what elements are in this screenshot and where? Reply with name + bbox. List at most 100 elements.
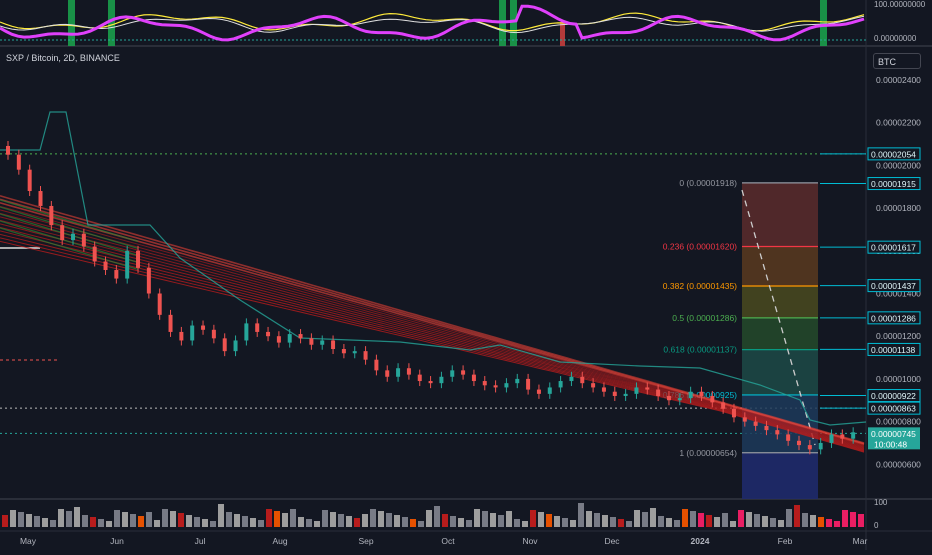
- candle: [721, 402, 726, 409]
- last-price-tag: [868, 427, 920, 450]
- volume-bar: [482, 511, 488, 527]
- candle: [526, 378, 531, 390]
- candle: [114, 270, 119, 279]
- price-tag: [867, 240, 921, 254]
- volume-bar: [802, 513, 808, 527]
- volume-bar: [354, 518, 360, 527]
- x-tick-label: Jun: [110, 536, 124, 546]
- osc-line-magenta: [0, 4, 865, 42]
- candle: [157, 293, 162, 315]
- fib-zone: [742, 182, 818, 247]
- candle: [298, 334, 303, 339]
- candle: [374, 359, 379, 371]
- osc-signal-zone: [68, 0, 75, 46]
- volume-bar: [778, 520, 784, 527]
- price-tag-label: 0.00001617: [871, 243, 916, 253]
- ema-ribbon-line: [0, 209, 865, 447]
- volume-bar: [34, 516, 40, 527]
- volume-bar: [826, 519, 832, 527]
- candle: [656, 389, 661, 396]
- candle: [580, 376, 585, 384]
- volume-bar: [66, 511, 72, 527]
- candle: [786, 434, 791, 441]
- volume-bar: [666, 518, 672, 527]
- price-tag-label: 0.00001138: [871, 345, 916, 355]
- candle: [688, 391, 693, 399]
- candle: [818, 442, 823, 450]
- fib-label: 0.382 (0.00001435): [663, 281, 737, 291]
- volume-axis-bottom: 0: [874, 521, 879, 530]
- candle: [742, 417, 747, 422]
- volume-bar: [818, 517, 824, 527]
- volume-bar: [10, 510, 16, 527]
- volume-bar: [634, 510, 640, 527]
- volume-bar: [434, 506, 440, 527]
- candle: [851, 432, 856, 439]
- volume-bar: [74, 507, 80, 527]
- volume-bar: [474, 509, 480, 527]
- currency-selector[interactable]: BTC: [873, 53, 921, 69]
- fib-zone: [742, 246, 818, 287]
- candle: [504, 383, 509, 388]
- price-tag: [867, 279, 921, 293]
- candle: [352, 351, 357, 354]
- volume-bar: [810, 515, 816, 527]
- fib-trend-line: [741, 189, 816, 446]
- volume-bar: [618, 519, 624, 527]
- y-tick-label: 0.00001000: [876, 374, 921, 384]
- ema-ribbon-green: [0, 206, 139, 250]
- volume-bar: [762, 516, 768, 527]
- candle: [60, 225, 65, 241]
- fib-label: 0.5 (0.00001286): [672, 313, 737, 323]
- volume-bar: [194, 517, 200, 527]
- osc-signal-zone: [108, 0, 115, 46]
- candle: [125, 250, 130, 279]
- volume-bar: [50, 520, 56, 527]
- volume-bar: [642, 512, 648, 527]
- candle: [666, 395, 671, 401]
- volume-bar: [570, 520, 576, 527]
- volume-bar: [178, 513, 184, 527]
- volume-bar: [306, 519, 312, 527]
- candle: [255, 323, 260, 332]
- candle: [244, 323, 249, 341]
- volume-bar: [506, 511, 512, 527]
- volume-bar: [42, 518, 48, 527]
- osc-axis-top: 100.00000000: [874, 0, 926, 9]
- volume-bar: [530, 510, 536, 527]
- volume-bar: [274, 511, 280, 527]
- ema-ribbon-line: [0, 202, 865, 446]
- candle: [233, 340, 238, 352]
- x-tick-label: Sep: [358, 536, 373, 546]
- volume-bar: [682, 509, 688, 527]
- y-tick-label: 0.00000800: [876, 417, 921, 427]
- ema-ribbon-line: [0, 223, 865, 450]
- volume-bar: [82, 515, 88, 527]
- x-tick-label: 2024: [691, 536, 710, 546]
- candle: [450, 370, 455, 377]
- fib-zone: [742, 317, 818, 350]
- candle: [591, 383, 596, 388]
- volume-bar: [346, 516, 352, 527]
- volume-bar: [730, 521, 736, 527]
- candle: [569, 376, 574, 382]
- y-tick-label: 0.00001200: [876, 331, 921, 341]
- candle: [536, 389, 541, 394]
- candle: [49, 205, 54, 226]
- volume-bar: [106, 521, 112, 527]
- candle: [276, 336, 281, 343]
- volume-bar: [546, 514, 552, 527]
- candle: [601, 387, 606, 392]
- volume-bar: [322, 510, 328, 527]
- volume-bar: [98, 519, 104, 527]
- volume-bar: [402, 517, 408, 527]
- price-tag-label: 0.00000922: [871, 391, 916, 401]
- ema-ribbon-line: [0, 219, 865, 449]
- volume-bar: [714, 517, 720, 527]
- volume-bar: [162, 509, 168, 527]
- price-tag: [867, 342, 921, 356]
- volume-bar: [258, 520, 264, 527]
- price-tag-label: 0.00001437: [871, 281, 916, 291]
- candle: [331, 340, 336, 350]
